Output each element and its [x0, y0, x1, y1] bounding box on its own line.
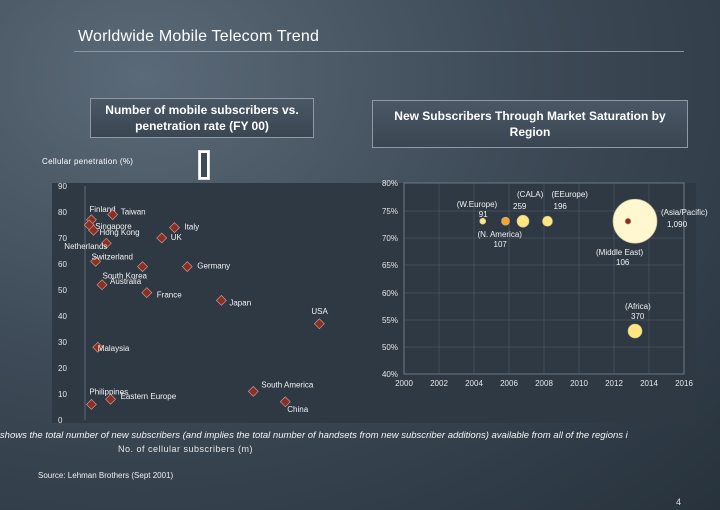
right-x-tick-label: 2014: [640, 379, 658, 388]
point-label: Germany: [197, 262, 230, 271]
region-value: 107: [494, 240, 508, 249]
scatter-point: [107, 209, 119, 220]
point-label: Netherlands: [64, 242, 107, 251]
right-x-tick-label: 2016: [675, 379, 693, 388]
point-label: UK: [171, 233, 183, 242]
point-label: Philippines: [89, 387, 128, 396]
left-y-tick-label: 80: [58, 208, 67, 217]
right-y-tick-label: 65%: [382, 261, 398, 270]
region-bubble: [624, 217, 632, 225]
region-label: (N. America): [478, 230, 523, 239]
scatter-point: [137, 261, 148, 272]
point-label: Hong Kong: [100, 228, 140, 237]
region-value: 196: [554, 202, 568, 211]
left-chart-banner-text: Number of mobile subscribers vs. penetra…: [105, 103, 299, 133]
toggle-box: [198, 150, 210, 180]
right-x-tick-label: 2002: [430, 379, 448, 388]
region-value: 91: [479, 210, 488, 219]
region-label: (W.Europe): [457, 200, 498, 209]
right-x-tick-label: 2004: [465, 379, 483, 388]
plot-area-background: [52, 183, 696, 423]
right-y-tick-label: 55%: [382, 316, 398, 325]
region-label: (EEurope): [552, 190, 589, 199]
point-label: South America: [261, 380, 314, 389]
point-label: Malaysia: [98, 344, 130, 353]
right-x-tick-label: 2010: [570, 379, 588, 388]
scatter-point: [100, 237, 112, 249]
right-x-tick-label: 2012: [605, 379, 623, 388]
region-label: (Middle East): [596, 248, 643, 257]
point-label: Singapore: [95, 222, 132, 231]
point-label: Switzerland: [92, 252, 133, 261]
right-y-tick-label: 40%: [382, 370, 398, 379]
point-label: France: [157, 291, 182, 300]
left-y-tick-label: 0: [58, 416, 63, 425]
point-label: Eastern Europe: [121, 392, 177, 401]
point-label: Australia: [110, 277, 142, 286]
point-label: USA: [311, 307, 328, 316]
left-y-tick-label: 30: [58, 338, 67, 347]
right-x-tick-label: 2000: [395, 379, 413, 388]
region-value: 1,090: [667, 220, 688, 229]
scatter-point: [313, 318, 325, 330]
right-x-tick-label: 2008: [535, 379, 553, 388]
right-x-tick-label: 2006: [500, 379, 518, 388]
scatter-point: [96, 279, 108, 291]
scatter-point: [90, 256, 102, 267]
page-number: 4: [676, 497, 682, 507]
scatter-point: [279, 396, 291, 408]
scatter-point: [247, 386, 259, 397]
scatter-point: [181, 261, 193, 272]
scatter-point: [86, 399, 97, 410]
point-label: China: [287, 405, 308, 414]
left-y-tick-label: 50: [58, 286, 67, 295]
right-y-tick-label: 60%: [382, 289, 398, 298]
left-y-tick-label: 40: [58, 312, 67, 321]
point-label: Taiwan: [121, 208, 146, 217]
scatter-point: [105, 393, 116, 405]
region-bubble: [501, 216, 510, 226]
region-value: 106: [616, 258, 630, 267]
left-y-tick-label: 20: [58, 364, 67, 373]
left-chart-banner: Number of mobile subscribers vs. penetra…: [90, 98, 314, 138]
right-chart-banner: New Subscribers Through Market Saturatio…: [372, 100, 688, 148]
left-y-tick-label: 70: [58, 234, 67, 243]
right-y-tick-label: 80%: [382, 179, 398, 188]
slide-title: Worldwide Mobile Telecom Trend: [78, 28, 320, 45]
region-bubble: [479, 217, 487, 225]
region-value: 259: [513, 202, 527, 211]
right-y-tick-label: 50%: [382, 343, 398, 352]
region-label: (CALA): [517, 190, 544, 199]
source-note: Source: Lehman Brothers (Sept 2001): [38, 471, 174, 480]
chart-caption: e shows the total number of new subscrib…: [0, 430, 628, 441]
left-y-tick-label: 90: [58, 182, 67, 191]
region-label: (Asia/Pacific): [661, 208, 708, 217]
scatter-point: [169, 222, 180, 233]
right-chart-banner-text: New Subscribers Through Market Saturatio…: [394, 109, 666, 139]
left-y-tick-label: 60: [58, 260, 67, 269]
point-label: Finland: [89, 205, 115, 214]
point-label: Japan: [229, 298, 251, 307]
y-axis-title: Cellular penetration (%): [42, 157, 134, 166]
right-y-tick-label: 70%: [382, 234, 398, 243]
region-bubble: [627, 323, 643, 339]
region-label: (Africa): [625, 302, 651, 311]
title-divider: [74, 51, 684, 52]
left-y-tick-label: 10: [58, 390, 67, 399]
x-axis-title: No. of cellular subscribers (m): [118, 444, 254, 454]
scatter-point: [92, 341, 104, 353]
region-bubble: [516, 214, 530, 228]
scatter-point: [215, 295, 227, 306]
point-label: Italy: [184, 223, 199, 232]
region-bubble: [612, 198, 658, 244]
scatter-point: [88, 224, 99, 236]
right-y-tick-label: 75%: [382, 207, 398, 216]
point-label: South Korea: [103, 272, 148, 281]
scatter-point: [141, 287, 153, 298]
scatter-point: [156, 232, 168, 244]
region-bubble: [542, 215, 553, 227]
region-value: 370: [631, 312, 645, 321]
